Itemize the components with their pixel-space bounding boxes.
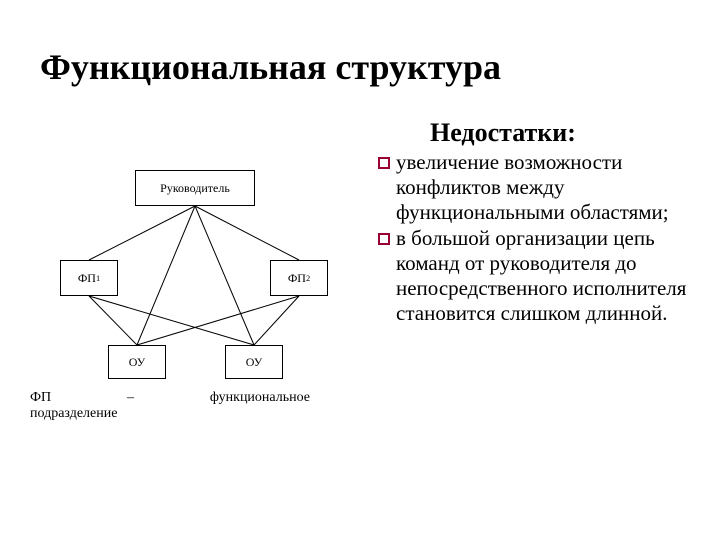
diagram-caption: ФП – функциональное подразделение <box>30 390 310 422</box>
square-bullet-icon <box>378 157 390 169</box>
diagram-node-ou2: ОУ <box>225 345 283 379</box>
node-label: ОУ <box>246 355 263 370</box>
bullet-item: в большой организации цепь команд от рук… <box>378 226 698 325</box>
diagram-edge <box>137 206 195 345</box>
caption-right: функциональное <box>210 390 310 406</box>
diagram-node-ou1: ОУ <box>108 345 166 379</box>
node-label: ОУ <box>129 355 146 370</box>
diagram-edge <box>195 206 254 345</box>
square-bullet-icon <box>378 233 390 245</box>
diagram-edge <box>89 206 195 260</box>
diagram-node-fp1: ФП1 <box>60 260 118 296</box>
caption-fp: ФП <box>30 390 51 406</box>
node-label: ФП <box>288 271 306 286</box>
bullet-text: в большой организации цепь команд от рук… <box>396 226 698 325</box>
diagram-edge <box>195 206 299 260</box>
node-label: Руководитель <box>160 181 230 196</box>
node-label: ФП <box>78 271 96 286</box>
diagram-node-leader: Руководитель <box>135 170 255 206</box>
subtitle-disadvantages: Недостатки: <box>430 118 576 148</box>
slide-title: Функциональная структура <box>40 46 501 88</box>
bullet-list: увеличение возможности конфликтов между … <box>378 150 698 327</box>
diagram-edge <box>254 296 299 345</box>
slide: Функциональная структура Недостатки: уве… <box>0 0 720 540</box>
bullet-item: увеличение возможности конфликтов между … <box>378 150 698 224</box>
diagram-node-fp2: ФП2 <box>270 260 328 296</box>
diagram-edge <box>89 296 137 345</box>
diagram-edge <box>89 296 254 345</box>
org-diagram: РуководительФП1ФП2ОУОУ <box>30 150 350 380</box>
caption-dash: – <box>127 390 134 406</box>
caption-line2: подразделение <box>30 406 310 422</box>
node-subscript: 2 <box>306 274 310 283</box>
diagram-edge <box>137 296 299 345</box>
node-subscript: 1 <box>96 274 100 283</box>
bullet-text: увеличение возможности конфликтов между … <box>396 150 698 224</box>
